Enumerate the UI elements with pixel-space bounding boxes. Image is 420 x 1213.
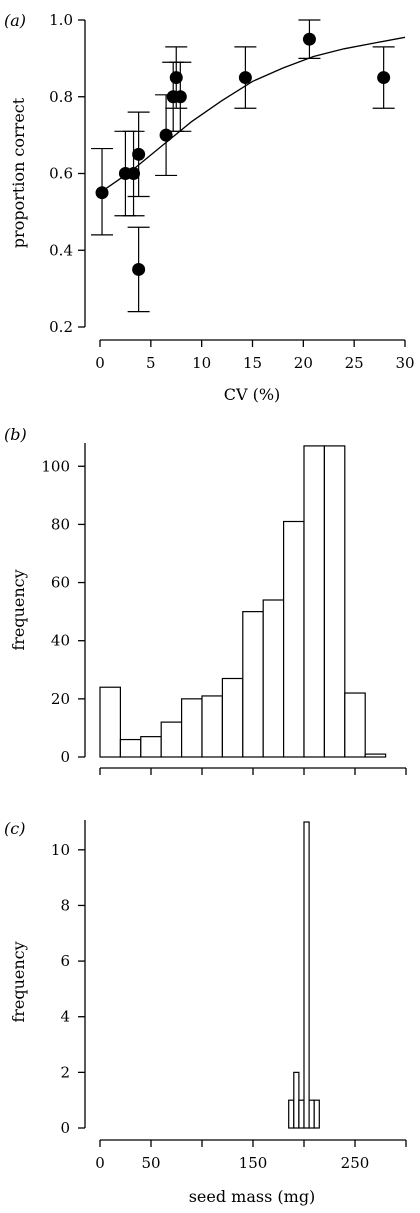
histogram-bar — [283, 520, 305, 758]
histogram-bar — [201, 695, 223, 758]
panel-b-x-ticks — [99, 768, 407, 775]
histogram-bar — [99, 686, 121, 758]
panel-c-bars — [288, 821, 320, 1129]
point-marker — [132, 262, 146, 276]
panel-a-x-ticks: 0 5 10 15 20 25 30 — [95, 340, 415, 372]
data-point — [122, 130, 145, 217]
histogram-bar — [364, 753, 387, 758]
point-marker — [95, 186, 109, 200]
panel-c-y-tick-label: 6 — [60, 952, 70, 970]
panel-c-x-tick-label: 0 — [95, 1154, 105, 1172]
panel-c-axes — [84, 820, 406, 1141]
point-marker — [159, 128, 173, 142]
histogram-bar — [303, 445, 325, 758]
panel-b-y-tick-label: 20 — [51, 690, 70, 708]
panel-b-y-tick-label: 40 — [51, 632, 70, 650]
point-marker — [127, 167, 141, 180]
panel-c-label: (c) — [4, 819, 25, 838]
histogram-bar — [288, 1099, 295, 1129]
panel-a-x-tick-label: 30 — [395, 354, 414, 372]
data-point — [298, 19, 321, 59]
panel-a-y-tick-label: 1.0 — [49, 11, 73, 29]
histogram-bar — [344, 692, 366, 758]
panel-a-points — [91, 19, 395, 313]
panel-b-y-tick-label: 80 — [51, 515, 70, 533]
data-point — [372, 46, 395, 109]
panel-a-fit-curve — [99, 36, 406, 194]
point-marker — [169, 71, 183, 85]
panel-c-x-label: seed mass (mg) — [189, 1187, 316, 1206]
panel-c-x-tick-label: 150 — [239, 1154, 268, 1172]
panel-c-y-tick-label: 8 — [60, 896, 70, 914]
panel-c-x-tick-label: 50 — [141, 1154, 160, 1172]
panel-a-y-tick-label: 0.8 — [49, 88, 73, 106]
panel-c-x-tick-label: 250 — [341, 1154, 370, 1172]
panel-b-y-tick-label: 100 — [41, 457, 70, 475]
histogram-bar — [293, 1071, 300, 1129]
panel-c-y-tick-label: 0 — [60, 1119, 70, 1137]
histogram-bar — [323, 445, 346, 758]
histogram-bar — [181, 698, 203, 758]
panel-a-x-tick-label: 10 — [192, 354, 211, 372]
panel-c-y-ticks: 0 2 4 6 8 10 — [51, 841, 85, 1137]
panel-a-x-label: CV (%) — [224, 385, 281, 404]
histogram-bar — [298, 1099, 305, 1129]
point-marker — [377, 71, 391, 85]
data-point — [127, 226, 150, 313]
point-marker — [238, 71, 252, 85]
panel-a-label: (a) — [4, 11, 26, 30]
histogram-bar — [140, 736, 162, 758]
histogram-bar — [160, 721, 183, 758]
histogram-bar — [313, 1099, 320, 1129]
panel-c-x-ticks: 0 50 150 250 — [95, 1140, 407, 1172]
panel-a-x-tick-label: 5 — [146, 354, 156, 372]
histogram-bar — [303, 821, 310, 1129]
panel-a-y-tick-label: 0.4 — [49, 241, 73, 259]
data-point — [234, 46, 257, 109]
point-marker — [132, 147, 146, 161]
histogram-bar — [262, 599, 285, 758]
histogram-bar — [221, 677, 244, 758]
data-point — [127, 111, 150, 198]
panel-b-label: (b) — [4, 425, 27, 444]
panel-a: (a) 0.20.40.60.81.0 0 5 10 15 20 25 30 CV (%) … — [4, 11, 415, 404]
panel-a-x-tick-label: 20 — [294, 354, 313, 372]
panel-b: (b) 0 20 40 60 80 100 frequency — [4, 425, 407, 775]
panel-a-y-ticks: 0.2 0.4 0.6 0.8 1.0 — [49, 11, 85, 336]
panel-a-x-tick-label: 25 — [345, 354, 364, 372]
panel-c-y-tick-label: 10 — [51, 841, 70, 859]
point-marker — [302, 32, 316, 46]
panel-c-y-label: frequency — [9, 941, 28, 1022]
panel-a-y-label: proportion correct — [9, 97, 28, 248]
panel-c-y-tick-label: 4 — [60, 1008, 70, 1026]
panel-c-y-tick-label: 2 — [60, 1063, 70, 1081]
panel-b-y-tick-label: 0 — [60, 748, 70, 766]
panel-a-x-tick-label: 15 — [243, 354, 262, 372]
panel-a-y-tick-label: 0.6 — [49, 165, 73, 183]
panel-b-y-label: frequency — [9, 569, 28, 650]
histogram-bar — [308, 1099, 315, 1129]
panel-c: (c) 0 2 4 6 8 10 0 50 150 250 seed mass (mg) fre… — [4, 819, 407, 1206]
panel-b-y-ticks: 0 20 40 60 80 100 — [41, 457, 85, 766]
histogram-bar — [242, 611, 264, 758]
panel-b-y-tick-label: 60 — [51, 574, 70, 592]
histogram-bar — [119, 738, 142, 758]
data-point — [91, 147, 114, 236]
panel-a-y-tick-label: 0.2 — [49, 318, 73, 336]
data-point — [169, 61, 192, 132]
point-marker — [173, 90, 187, 104]
panel-b-bars — [99, 445, 387, 758]
panel-a-x-tick-label: 0 — [95, 354, 105, 372]
